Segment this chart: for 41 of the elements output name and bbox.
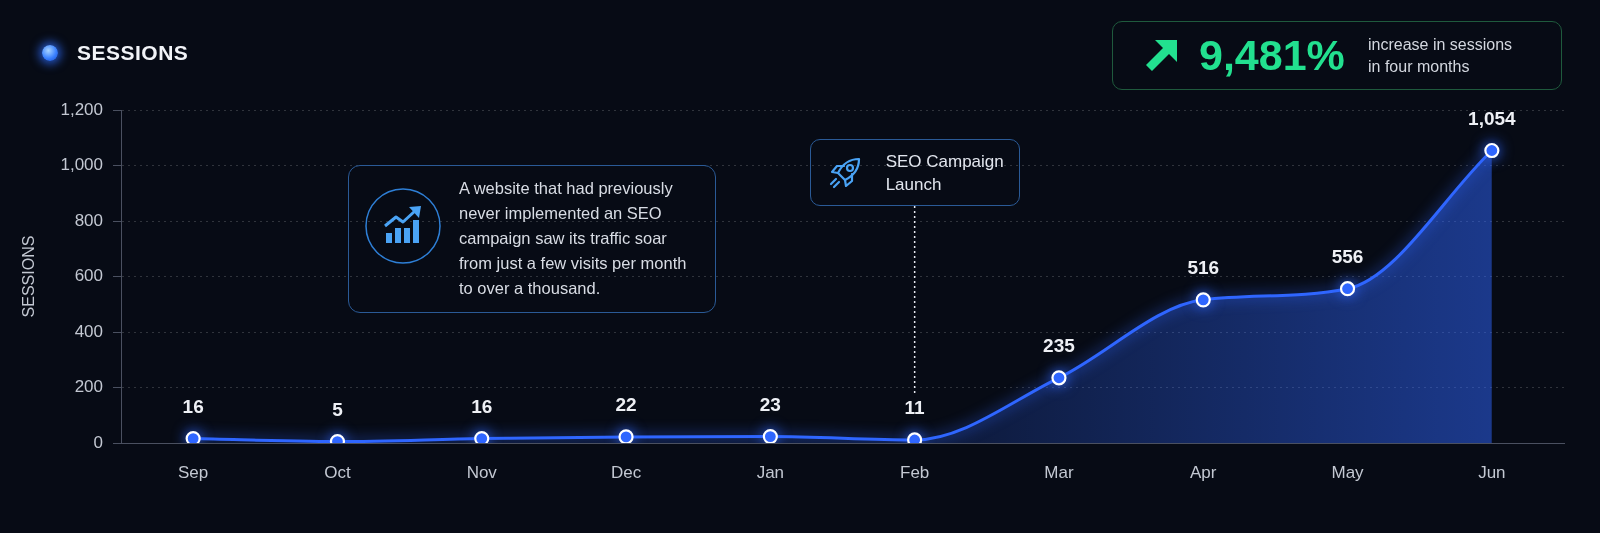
text: increase in sessions in four months: [1368, 34, 1514, 77]
text: 9,481%: [1199, 30, 1345, 81]
data-label: 11: [904, 397, 926, 419]
data-label: 16: [182, 395, 204, 417]
chart-title: SESSIONS: [77, 41, 189, 65]
data-label: 1,054: [1468, 107, 1517, 129]
x-tick-label: May: [1331, 462, 1365, 482]
data-label: 16: [471, 395, 493, 417]
data-label: 5: [332, 398, 344, 420]
y-tick-label: 200: [74, 377, 103, 397]
y-tick-label: 1,000: [60, 155, 103, 175]
y-axis-title: SESSIONS: [20, 235, 38, 318]
x-tick-label: Nov: [466, 462, 498, 482]
data-label: 22: [615, 394, 637, 416]
x-tick-label: Oct: [324, 462, 351, 482]
y-tick-label: 600: [74, 266, 103, 286]
point: [1339, 281, 1356, 297]
point: [618, 429, 634, 443]
point: [1051, 370, 1067, 386]
point: [185, 430, 201, 443]
y-tick-label: 1,200: [60, 99, 103, 119]
point: [1195, 292, 1211, 308]
point: [474, 430, 490, 443]
x-tick-label: Jun: [1478, 462, 1506, 482]
y-tick-label: 0: [93, 432, 103, 452]
y-tick-label: 800: [74, 210, 103, 230]
point: [762, 429, 778, 443]
x-tick-label: Feb: [900, 462, 930, 482]
x-tick-label: Mar: [1044, 462, 1074, 482]
data-label: 23: [759, 393, 781, 415]
x-tick-label: Jan: [756, 462, 785, 482]
y-tick-label: 400: [74, 321, 103, 341]
data-label: 516: [1187, 257, 1220, 279]
point: [1484, 142, 1500, 159]
annotation: A website that had previously never implemented an SEO campaign saw its traffic soar from just a few visits per month to over a thousand.: [459, 178, 688, 299]
ref-line-label: SEO Campaign Launch: [885, 150, 1005, 196]
data-label: 235: [1043, 335, 1076, 357]
x-tick-label: Dec: [610, 462, 642, 482]
x-tick-label: Apr: [1190, 462, 1217, 482]
x-tick-label: Sep: [178, 462, 209, 482]
data-label: 556: [1331, 245, 1364, 267]
